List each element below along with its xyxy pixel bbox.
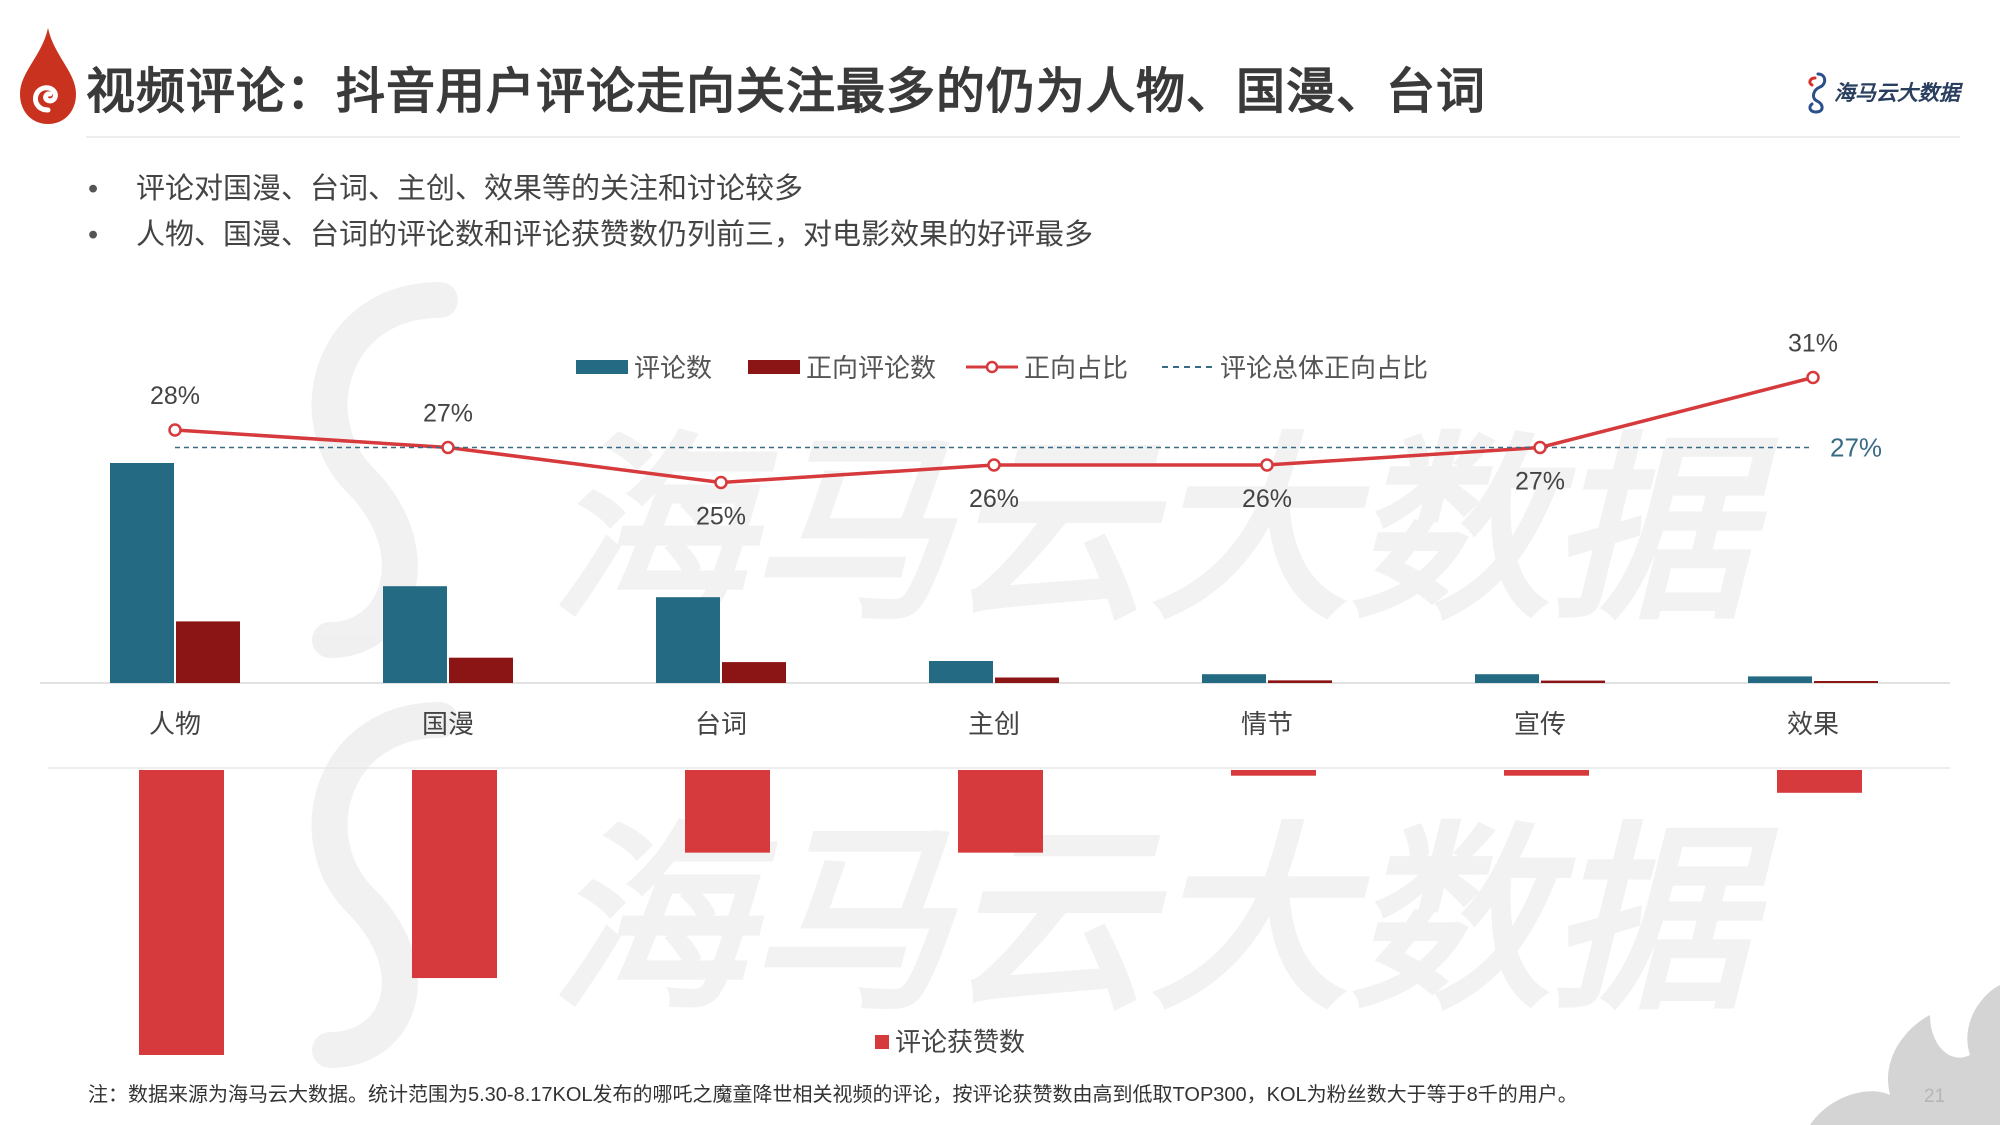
bullet-item: • 人物、国漫、台词的评论数和评论获赞数仍列前三，对电影效果的好评最多 [88, 212, 1093, 258]
ratio-label: 26% [1242, 485, 1292, 513]
legend-swatch-likes [875, 1035, 889, 1049]
legend-swatch-comments [576, 360, 628, 374]
category-label: 宣传 [1514, 709, 1566, 739]
bar-comments [1748, 676, 1812, 683]
legend-label-positive: 正向评论数 [806, 353, 936, 383]
category-label: 国漫 [422, 709, 474, 739]
bar-comment-likes [412, 770, 497, 979]
legend-label-overall: 评论总体正向占比 [1220, 353, 1428, 383]
ratio-label: 28% [150, 382, 200, 410]
brand-logo: 海马云大数据 [1804, 70, 1960, 114]
bar-comment-likes [1504, 770, 1589, 776]
ratio-label: 31% [1788, 330, 1838, 358]
footnote: 注：数据来源为海马云大数据。统计范围为5.30-8.17KOL发布的哪吒之魔童降… [88, 1084, 1578, 1106]
bar-comment-likes [139, 770, 224, 1055]
bullet-dot: • [88, 219, 99, 251]
bar-comments [1475, 674, 1539, 683]
ratio-point [714, 475, 728, 490]
page-number: 21 [1924, 1086, 1946, 1107]
bar-comment-likes [1231, 770, 1316, 776]
ratio-point [987, 458, 1001, 472]
bar-positive-comments [449, 657, 513, 683]
bar-comments [656, 597, 720, 683]
bar-comments [1202, 674, 1266, 683]
legend-label-comments: 评论数 [634, 353, 712, 383]
category-label: 效果 [1787, 709, 1839, 739]
ratio-point [168, 423, 182, 437]
bar-positive-comments [1814, 681, 1878, 683]
legend-marker-ratio [985, 360, 999, 374]
bullet-item: • 评论对国漫、台词、主创、效果等的关注和讨论较多 [88, 166, 1093, 212]
bar-positive-comments [176, 621, 240, 683]
bullet-list: • 评论对国漫、台词、主创、效果等的关注和讨论较多 • 人物、国漫、台词的评论数和评… [88, 166, 1093, 258]
ratio-label: 26% [969, 485, 1019, 513]
bar-comments [383, 586, 447, 683]
overall-ratio-label: 27% [1830, 433, 1882, 463]
legend-label-likes: 评论获赞数 [895, 1027, 1025, 1057]
bar-comments [929, 661, 993, 683]
category-label: 情节 [1241, 709, 1293, 739]
flame-logo-icon [20, 28, 76, 124]
bar-positive-comments [1541, 680, 1605, 683]
ratio-point [1260, 458, 1274, 472]
bar-positive-comments [1268, 680, 1332, 683]
category-label: 主创 [968, 709, 1020, 739]
brand-name: 海马云大数据 [1834, 81, 1960, 105]
category-label: 人物 [149, 709, 201, 739]
bullet-dot: • [88, 173, 99, 205]
legend-label-ratio: 正向占比 [1024, 353, 1128, 383]
bullet-text: 评论对国漫、台词、主创、效果等的关注和讨论较多 [136, 173, 804, 205]
bar-comment-likes [685, 770, 770, 853]
ratio-label: 27% [1515, 468, 1565, 496]
ratio-point [1533, 440, 1547, 455]
ratio-label: 25% [696, 503, 746, 531]
bar-positive-comments [722, 662, 786, 683]
ratio-point [1806, 370, 1820, 385]
category-label: 台词 [695, 709, 747, 739]
ratio-point [441, 440, 455, 455]
bar-comment-likes [1777, 770, 1862, 793]
header-divider [86, 136, 1960, 138]
ratio-label: 27% [423, 400, 473, 428]
bar-comment-likes [958, 770, 1043, 853]
lotus-decoration-icon [1810, 985, 2000, 1125]
bullet-text: 人物、国漫、台词的评论数和评论获赞数仍列前三，对电影效果的好评最多 [136, 219, 1094, 251]
legend-swatch-positive [748, 360, 800, 374]
bar-comments [110, 463, 174, 683]
page-title: 视频评论：抖音用户评论走向关注最多的仍为人物、国漫、台词 [86, 63, 1487, 120]
bar-positive-comments [995, 677, 1059, 683]
seahorse-icon [1808, 72, 1827, 114]
